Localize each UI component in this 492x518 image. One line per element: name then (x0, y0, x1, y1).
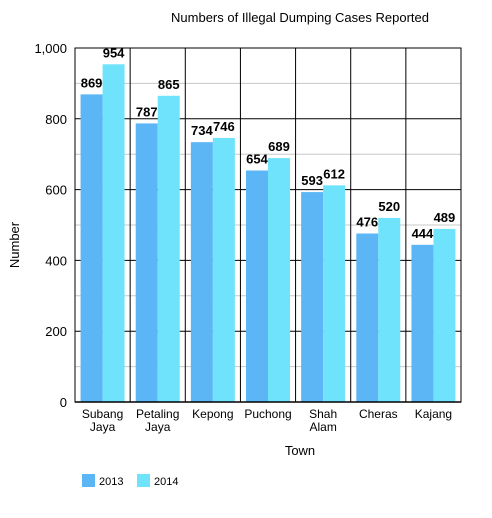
y-tick-label: 200 (45, 324, 67, 339)
data-label-2014: 489 (434, 210, 456, 225)
y-tick-label: 800 (45, 112, 67, 127)
bars (80, 64, 456, 403)
data-label-2013: 654 (246, 151, 268, 166)
legend-swatch-2013 (82, 474, 95, 487)
data-label-2014: 689 (268, 139, 290, 154)
bar-2013 (301, 192, 324, 402)
x-tick-label: Shah Alam (309, 407, 337, 434)
bar-2013 (246, 170, 268, 402)
bar-2013 (356, 233, 379, 402)
x-axis-title: Town (285, 443, 315, 458)
data-label-2013: 476 (356, 214, 378, 229)
data-label-2014: 612 (323, 166, 345, 181)
y-tick-label: 400 (45, 253, 67, 268)
legend-swatch-2014 (137, 474, 150, 487)
x-tick-label: Subang Jaya (82, 407, 123, 434)
bar-2014 (268, 158, 290, 402)
y-tick-label: 600 (45, 183, 67, 198)
data-label-2014: 520 (378, 199, 400, 214)
x-tick-label-line: Cheras (359, 407, 398, 421)
bar-2014 (102, 64, 125, 402)
x-tick-label-line: Kepong (192, 407, 233, 421)
x-tick-label: Kajang (415, 407, 452, 421)
x-tick-label-line: Jaya (145, 420, 171, 434)
legend-label-2014: 2014 (154, 476, 178, 488)
x-tick-label-line: Puchong (244, 407, 291, 421)
data-label-2013: 869 (81, 75, 103, 90)
legend-label-2013: 2013 (99, 476, 123, 488)
legend: 2013 2014 (82, 474, 178, 488)
x-tick-label: Cheras (359, 407, 398, 421)
bar-2014 (433, 228, 456, 402)
data-label-2014: 746 (213, 119, 235, 134)
bar-2014 (157, 95, 180, 402)
y-axis-title: Number (7, 221, 22, 268)
bar-2013 (411, 244, 434, 402)
bar-2014 (378, 217, 401, 402)
x-tick-label-line: Jaya (90, 420, 116, 434)
bar-2013 (80, 94, 103, 403)
chart-title: Numbers of Illegal Dumping Cases Reporte… (171, 10, 429, 25)
x-tick-label: Kepong (192, 407, 233, 421)
data-label-2014: 954 (103, 45, 125, 60)
data-label-2013: 734 (191, 123, 213, 138)
data-label-2014: 865 (158, 77, 180, 92)
x-tick-label-line: Subang (82, 407, 123, 421)
x-tick-label: Petaling Jaya (136, 407, 179, 434)
x-tick-label: Puchong (244, 407, 291, 421)
y-tick-label: 1,000 (34, 41, 67, 56)
bar-2013 (190, 142, 213, 402)
y-tick-label: 0 (60, 395, 67, 410)
x-tick-label-line: Petaling (136, 407, 179, 421)
bar-2014 (323, 185, 346, 402)
axes (74, 47, 462, 403)
bar-2014 (212, 137, 235, 402)
bar-2013 (135, 123, 158, 402)
data-label-2013: 787 (136, 104, 158, 119)
x-tick-label-line: Alam (309, 420, 336, 434)
x-tick-label-line: Kajang (415, 407, 452, 421)
data-label-2013: 593 (301, 173, 323, 188)
x-tick-label-line: Shah (309, 407, 337, 421)
data-label-2013: 444 (412, 226, 434, 241)
